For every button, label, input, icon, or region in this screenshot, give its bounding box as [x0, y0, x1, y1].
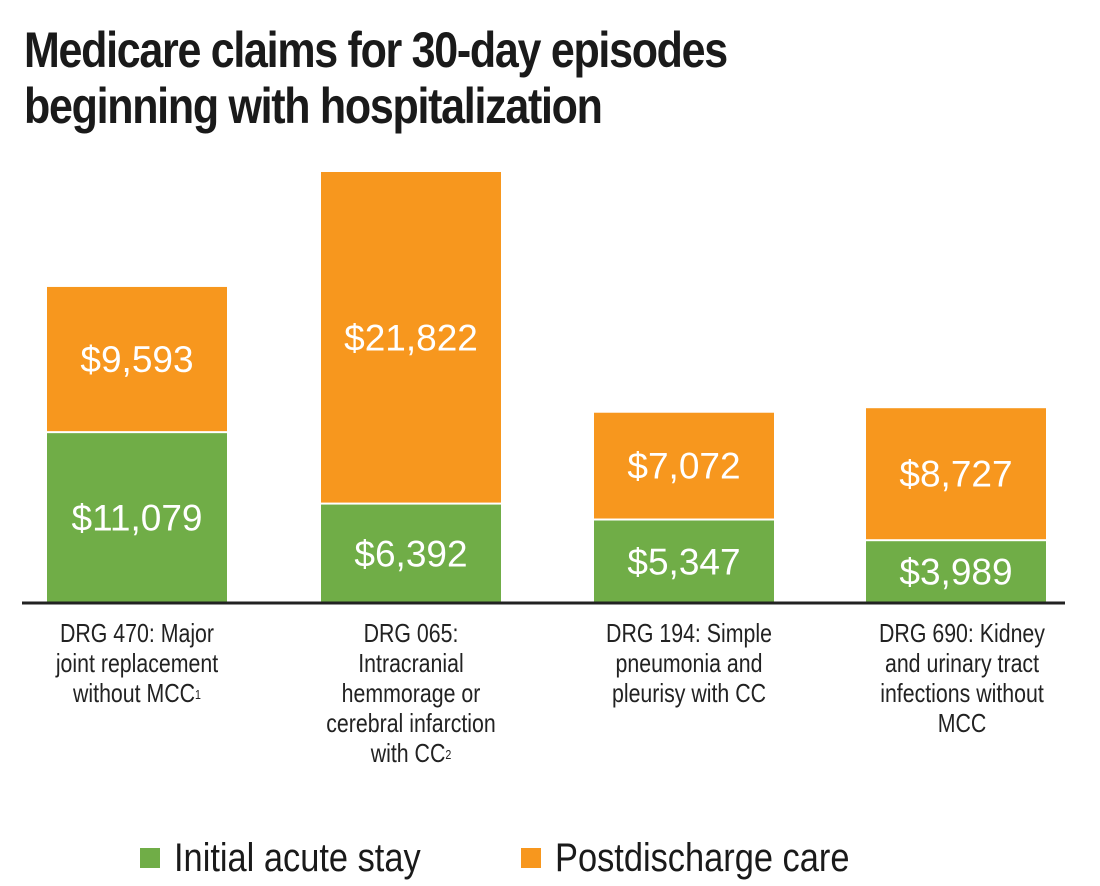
legend-swatch-initial-acute-stay — [140, 848, 160, 868]
data-label: $8,727 — [899, 454, 1012, 495]
category-label-line: infections without — [880, 678, 1044, 708]
footnote-marker: 2 — [445, 747, 452, 762]
category-label-line: DRG 690: Kidney — [879, 618, 1045, 648]
category-label-line: MCC — [937, 708, 987, 738]
data-label: $6,392 — [354, 533, 467, 574]
category-label: DRG 690: Kidney and urinary tract infectio… — [868, 618, 1057, 738]
legend: Initial acute stay Postdischarge care — [140, 836, 957, 880]
category-label-line: DRG 065: — [363, 618, 459, 648]
legend-item-postdischarge-care: Postdischarge care — [520, 835, 897, 881]
category-label-line: with CC2 — [370, 738, 452, 768]
category-label-line: hemmorage or — [341, 678, 481, 708]
bar-segment-initial-acute-stay — [866, 541, 1046, 602]
category-label-line: Intracranial — [358, 648, 464, 678]
bar-segment-postdischarge-care — [866, 408, 1046, 540]
chart-title-line-1: Medicare claims for 30-day episodes — [24, 22, 728, 78]
category-label-line: joint replacement — [55, 648, 219, 678]
bar-group: $5,347 $7,072 — [594, 412, 774, 602]
data-label: $3,989 — [899, 552, 1012, 593]
legend-item-initial-acute-stay: Initial acute stay — [140, 836, 461, 881]
category-label-line: and urinary tract — [884, 648, 1040, 678]
chart-title-line-2: beginning with hospitalization — [24, 78, 603, 134]
data-label: $5,347 — [627, 541, 740, 582]
bar-segment-initial-acute-stay — [594, 520, 774, 602]
category-label-line: DRG 470: Major — [59, 618, 215, 648]
bar-segment-postdischarge-care — [47, 286, 227, 432]
category-label-line: pleurisy with CC — [611, 678, 767, 708]
legend-label-postdischarge-care: Postdischarge care — [554, 835, 850, 880]
data-label: $7,072 — [627, 446, 740, 487]
bar-segment-postdischarge-care — [321, 172, 501, 503]
category-label-line: pneumonia and — [615, 648, 763, 678]
bar-group: $6,392 $21,822 — [321, 172, 501, 602]
category-label-line: without MCC1 — [73, 678, 201, 708]
legend-label-initial-acute-stay: Initial acute stay — [174, 835, 421, 880]
chart-title: Medicare claims for 30-day episodes begi… — [24, 22, 884, 134]
bar-group: $11,079 $9,593 — [47, 286, 227, 602]
category-label: DRG 470: Major joint replacement without M… — [43, 618, 232, 708]
data-label: $11,079 — [72, 498, 203, 539]
bar-segment-initial-acute-stay — [47, 433, 227, 602]
category-label-line: cerebral infarction — [326, 708, 496, 738]
bar-segment-postdischarge-care — [594, 412, 774, 519]
legend-swatch-postdischarge-care — [520, 848, 541, 868]
category-label: DRG 065: Intracranial hemmorage or cerebral… — [317, 618, 506, 768]
data-label: $21,822 — [344, 317, 478, 358]
data-label: $9,593 — [80, 339, 193, 380]
category-label-line: DRG 194: Simple — [606, 618, 772, 648]
bar-segment-initial-acute-stay — [321, 504, 501, 602]
footnote-marker: 1 — [195, 687, 201, 702]
category-label: DRG 194: Simple pneumonia and pleurisy wit… — [595, 618, 784, 708]
bar-group: $3,989 $8,727 — [866, 408, 1046, 602]
